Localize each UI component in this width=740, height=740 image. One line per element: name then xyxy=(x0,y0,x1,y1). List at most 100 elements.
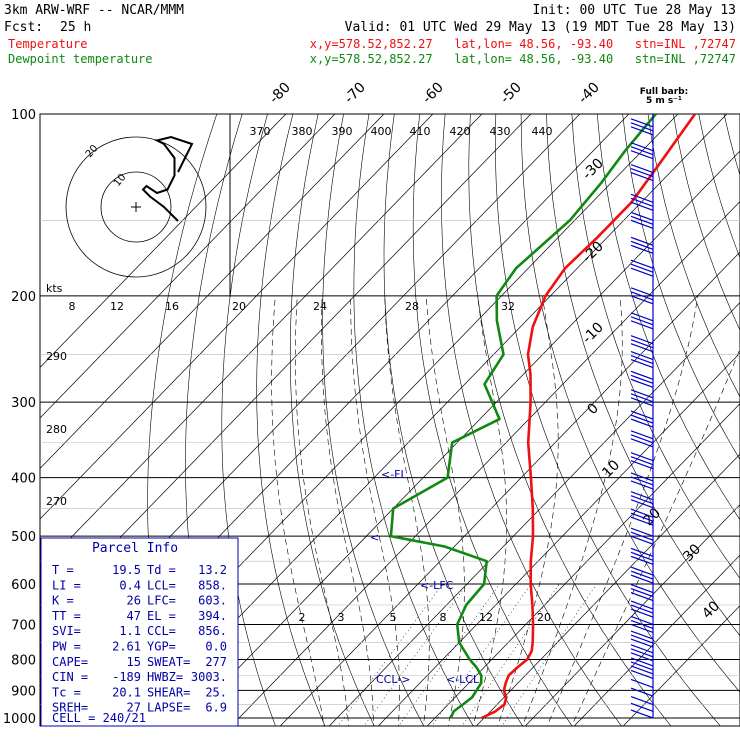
wind-barb xyxy=(630,316,654,326)
theta-e-label: 380 xyxy=(292,125,313,138)
wind-barb xyxy=(630,527,654,537)
parcel-info-cell: 3003. xyxy=(191,670,227,684)
wind-barb xyxy=(630,638,654,648)
pressure-label: 600 xyxy=(11,578,36,593)
level-marker: <-LCL xyxy=(446,673,480,686)
temperature-profile xyxy=(481,114,697,720)
mixing-ratio-label: 5 xyxy=(390,611,397,624)
parcel-info-cell: LFC= xyxy=(147,594,176,608)
wind-barbs xyxy=(630,114,654,719)
wind-barb xyxy=(630,350,654,361)
isotherm-line xyxy=(622,605,740,726)
theta-e-label: 420 xyxy=(450,125,471,138)
parcel-info-cell: TT = xyxy=(52,609,81,623)
valid-time: Valid: 01 UTC Wed 29 May 13 (19 MDT Tue … xyxy=(345,20,736,35)
wind-barb xyxy=(630,476,654,486)
parcel-info-cell: 856. xyxy=(198,624,227,638)
dry-adiabat-line xyxy=(353,114,474,726)
wind-barb xyxy=(630,126,654,136)
parcel-info-cell: 25. xyxy=(205,685,227,699)
parcel-info-cell: CIN = xyxy=(52,670,88,684)
wind-barb xyxy=(630,201,654,211)
isotherm-line xyxy=(328,302,740,726)
hodograph-speed-label: 32 xyxy=(501,300,515,313)
pressure-label: 900 xyxy=(11,684,36,699)
wind-barb xyxy=(630,499,654,509)
parcel-info-cell: 603. xyxy=(198,594,227,608)
parcel-info-cell: 19.5 xyxy=(112,563,141,577)
wind-barb xyxy=(630,354,654,365)
parcel-info-cell: T = xyxy=(52,563,74,577)
dry-adiabat-line xyxy=(520,114,740,693)
mixing-ratio-line xyxy=(431,583,532,726)
parcel-info-cell: 277 xyxy=(205,655,227,669)
moist-adiabat-line xyxy=(522,295,623,726)
wind-barb xyxy=(630,584,654,594)
isotherm-line xyxy=(524,504,740,726)
wind-barb xyxy=(630,267,654,277)
parcel-info-cell: CAPE= xyxy=(52,655,88,669)
parcel-info-cell: LI = xyxy=(52,578,81,592)
isotherm-line xyxy=(40,114,483,571)
dewpoint-legend: Dewpoint temperature xyxy=(8,52,153,66)
parcel-info-cell: LAPSE= xyxy=(147,701,190,715)
wind-barb xyxy=(630,678,654,688)
parcel-info-cell: 26 xyxy=(127,594,141,608)
dry-adiabat-line xyxy=(322,114,425,726)
parcel-info-title: Parcel Info xyxy=(92,541,178,556)
parcel-info-cell: 0.0 xyxy=(205,640,227,654)
isotherm-line xyxy=(377,352,740,726)
wind-barb xyxy=(630,320,654,330)
level-marker: CCL-> xyxy=(376,673,410,686)
isotherm-line xyxy=(40,114,385,470)
pressure-label: 200 xyxy=(11,290,36,305)
wind-barb xyxy=(630,652,654,662)
parcel-info-cell: SHEAR= xyxy=(147,685,190,699)
wind-barb xyxy=(630,555,654,565)
mixing-ratio-label: 20 xyxy=(537,611,551,624)
parcel-info-cell: 1.1 xyxy=(119,624,141,638)
wind-barb xyxy=(630,171,654,182)
wind-barb xyxy=(630,669,654,680)
mixing-ratio-label: 3 xyxy=(338,611,345,624)
wind-barb xyxy=(630,657,654,667)
wind-barb xyxy=(630,410,654,420)
wind-barb xyxy=(630,661,654,671)
wind-barb xyxy=(630,623,654,634)
wind-barb xyxy=(630,430,654,440)
dry-adiabat-line xyxy=(647,114,740,398)
wind-barb xyxy=(630,456,654,466)
pressure-label: 500 xyxy=(11,530,36,545)
wind-barb xyxy=(630,397,654,407)
isotherm-line xyxy=(40,114,336,419)
wind-barb xyxy=(630,343,654,353)
mixing-ratio-label: 8 xyxy=(440,611,447,624)
wind-barb xyxy=(630,287,654,297)
hodograph-speed-label: 12 xyxy=(110,300,124,313)
parcel-info-cell: SWEAT= xyxy=(147,655,190,669)
wind-barb xyxy=(630,608,654,618)
wind-barb xyxy=(630,615,654,626)
wind-barb xyxy=(630,480,654,490)
wind-barb xyxy=(630,512,654,522)
wind-barb xyxy=(630,644,654,654)
parcel-info-cell: K = xyxy=(52,594,74,608)
parcel-info-cell: 6.9 xyxy=(205,701,227,715)
model-title: 3km ARW-WRF -- NCAR/MMM xyxy=(4,3,184,18)
theta-e-label: 370 xyxy=(250,125,271,138)
barb-legend-line1: Full barb: xyxy=(640,87,688,97)
wind-barb xyxy=(630,378,654,388)
wind-barb xyxy=(630,240,654,250)
hodograph-speed-label: 24 xyxy=(313,300,327,313)
wind-barb xyxy=(630,370,654,380)
wind-barb xyxy=(630,389,654,399)
wind-barb xyxy=(630,150,654,160)
barb-legend-line2: 5 m s⁻¹ xyxy=(646,96,682,106)
temperature-location: x,y=578.52,852.27 lat,lon= 48.56, -93.40… xyxy=(310,37,736,51)
wind-barb xyxy=(630,312,654,322)
forecast-hour: 25 h xyxy=(60,20,91,35)
theta-e-label: 400 xyxy=(371,125,392,138)
wind-barb xyxy=(630,574,654,584)
dewpoint-profile xyxy=(389,114,657,719)
parcel-info-cell: LCL= xyxy=(147,578,176,592)
